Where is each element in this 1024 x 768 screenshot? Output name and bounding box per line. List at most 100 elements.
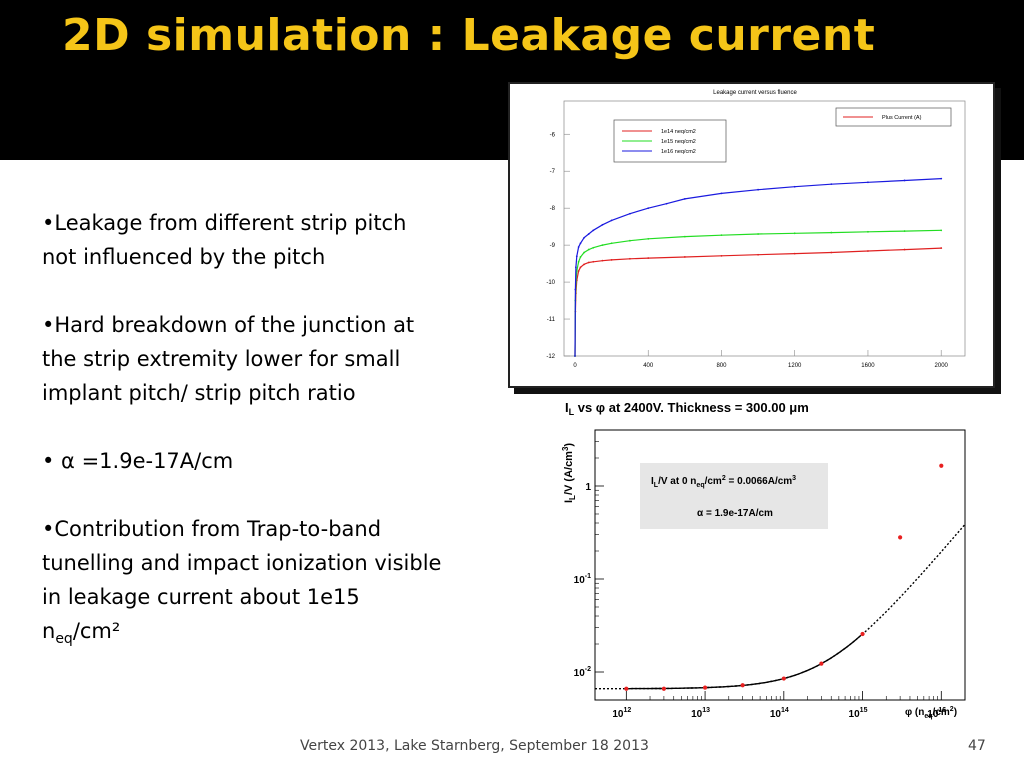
bullet-item: • α =1.9e-17A/cm xyxy=(42,449,234,473)
plot1-point-1e16 xyxy=(575,255,578,258)
plot2-data-point xyxy=(740,683,745,688)
plot1-point-1e15 xyxy=(592,246,595,249)
plot1-point-1e15 xyxy=(577,260,580,263)
plot1-point-1e16 xyxy=(940,177,943,180)
plot1-ytick-label: -6 xyxy=(550,132,556,138)
plot2-xtick-label: 1014 xyxy=(770,707,789,720)
plot1-point-1e15 xyxy=(720,234,723,237)
plot1-point-1e16 xyxy=(867,181,869,184)
plot1-axes-frame xyxy=(563,100,966,357)
plot2-title: IL vs φ at 2400V. Thickness = 300.00 μm xyxy=(565,400,809,417)
plot1-point-1e14 xyxy=(579,266,582,269)
plot1-point-1e14 xyxy=(577,270,580,272)
plot1-point-1e15 xyxy=(587,248,590,251)
plot2-ytick-label: 1 xyxy=(585,482,591,493)
plot1-point-1e15 xyxy=(867,230,869,233)
plot1-point-1e16 xyxy=(793,185,796,188)
plot1-point-1e14 xyxy=(867,250,869,252)
plot2-xtick-label: 1012 xyxy=(612,707,631,720)
plot1-point-1e14 xyxy=(647,257,650,259)
plot1-point-1e14 xyxy=(601,259,604,262)
plot1-point-1e14 xyxy=(583,263,586,266)
plot1-xtick-label: 1200 xyxy=(788,363,802,369)
plot1-point-1e14 xyxy=(940,247,943,249)
slide-title: 2D simulation : Leakage current xyxy=(62,10,876,61)
plot1-point-1e14 xyxy=(610,259,613,261)
plot1-xtick-label: 0 xyxy=(573,363,577,369)
plot1-point-1e16 xyxy=(577,246,580,248)
plot1-point-1e15 xyxy=(793,232,796,235)
plot1-point-1e15 xyxy=(601,244,604,247)
plot1-series-1e16 xyxy=(574,178,942,357)
plot2-data-point xyxy=(781,676,786,681)
bullet-text-end: /cm² xyxy=(72,619,121,643)
plot2-ytick-label: 10-1 xyxy=(574,573,591,586)
plot1-point-1e16 xyxy=(647,207,650,210)
plot2-data-point xyxy=(702,685,708,690)
plot1-point-1e15 xyxy=(757,233,759,235)
leakage-vs-phi-plot: IL vs φ at 2400V. Thickness = 300.00 μm … xyxy=(561,400,966,720)
bullet-item: •Contribution from Trap-to-band tunellin… xyxy=(42,512,442,648)
plot2-ytick-label: 10-2 xyxy=(574,666,591,679)
plot1-point-1e16 xyxy=(903,179,906,182)
plot1-ytick-label: -8 xyxy=(550,206,556,212)
plot2-data-point xyxy=(819,661,824,666)
plot1-series-legend: 1e14 neq/cm2 1e15 neq/cm2 1e16 neq/cm2 xyxy=(613,119,727,163)
leakage-vs-fluence-svg: Leakage current versus fluence -6 -7 -8 -9 -… xyxy=(510,84,993,386)
plot2-xtick-label: 1013 xyxy=(691,707,710,720)
plot1-xtick-label: 2000 xyxy=(935,363,949,369)
plot2-data-point xyxy=(661,686,667,691)
bullet-item: •Leakage from different strip pitch not … xyxy=(42,211,407,269)
plot2-ylabel: IL/V (A/cm3) xyxy=(561,443,577,503)
bullet-text: •Contribution from Trap-to-band tunellin… xyxy=(42,517,442,643)
plot1-point-1e16 xyxy=(629,212,631,215)
plot1-xtick-label: 1600 xyxy=(861,363,875,369)
plot2-data-point xyxy=(939,463,944,468)
plot1-point-1e16 xyxy=(592,229,595,232)
plot1-point-1e16 xyxy=(683,198,686,200)
plot1-ytick-label: -10 xyxy=(546,280,555,286)
slide-number: 47 xyxy=(968,738,986,754)
plot1-point-1e14 xyxy=(629,257,631,260)
legend-entry-1e16: 1e16 neq/cm2 xyxy=(661,149,696,155)
footer: Vertex 2013, Lake Starnberg, September 1… xyxy=(0,738,1024,758)
plot1-point-1e14 xyxy=(587,261,590,264)
bullet-list: •Leakage from different strip pitch not … xyxy=(42,206,442,682)
plot2-data-point xyxy=(860,631,865,637)
plot1-point-1e16 xyxy=(757,188,759,191)
plot1-point-1e16 xyxy=(610,219,613,222)
plot2-annotation-intercept: IL/V at 0 neq/cm2 = 0.0066A/cm3 xyxy=(651,475,796,489)
plot1-point-1e15 xyxy=(610,242,613,245)
plot2-annotation-box: IL/V at 0 neq/cm2 = 0.0066A/cm3 α = 1.9e… xyxy=(640,463,828,529)
plot1-point-1e14 xyxy=(592,260,595,263)
plot1-point-1e14 xyxy=(683,256,686,258)
plot1-point-1e15 xyxy=(830,231,833,234)
plot2-annotation-alpha: α = 1.9e-17A/cm xyxy=(697,508,773,519)
plot1-point-1e16 xyxy=(587,233,590,235)
bullet-subscript: eq xyxy=(55,631,73,648)
plot2-xlabel: φ (neq/cm2) xyxy=(905,706,957,720)
plot2-data-point xyxy=(624,686,629,691)
plot2-xtick-label: 1016 xyxy=(927,707,946,720)
plot1-ytick-label: -9 xyxy=(550,243,556,249)
plot1-point-1e14 xyxy=(757,253,759,256)
leakage-vs-fluence-plot: Leakage current versus fluence -6 -7 -8 -9 -… xyxy=(508,82,995,388)
plot1-point-1e16 xyxy=(575,266,577,269)
plot1-point-1e15 xyxy=(629,239,631,242)
plot1-point-1e16 xyxy=(601,223,604,226)
plot1-point-1e16 xyxy=(579,242,582,245)
plot1-point-1e14 xyxy=(793,252,796,255)
plot1-xtick-label: 800 xyxy=(716,363,727,369)
plot1-point-1e14 xyxy=(830,251,833,254)
plot1-point-1e16 xyxy=(574,288,577,291)
plot1-ytick-label: -11 xyxy=(547,317,556,323)
footer-text: Vertex 2013, Lake Starnberg, September 1… xyxy=(300,738,649,754)
legend-entry-1e14: 1e14 neq/cm2 xyxy=(661,129,696,135)
plot2-xtick-label: 1015 xyxy=(849,707,868,720)
plot1-xtick-label: 400 xyxy=(643,363,654,369)
plot1-point-1e16 xyxy=(830,183,833,186)
plot1-point-1e15 xyxy=(903,230,906,232)
plot1-point-1e16 xyxy=(665,202,668,205)
plot1-point-1e16 xyxy=(720,192,723,195)
plot1-point-1e15 xyxy=(579,256,582,258)
